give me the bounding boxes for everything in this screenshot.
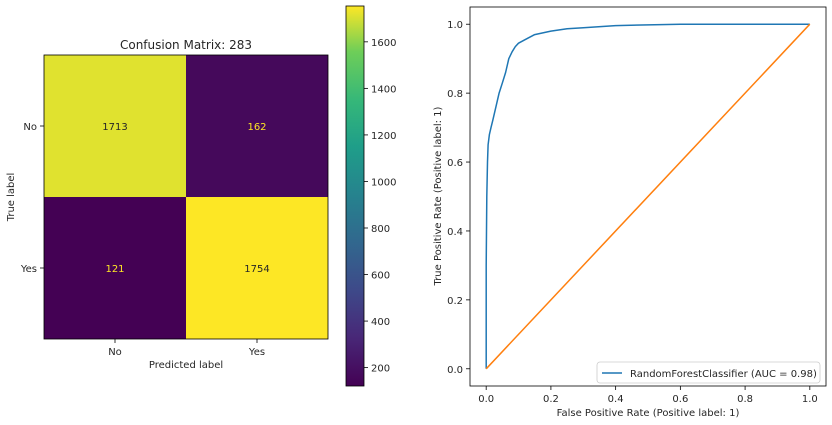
- roc-x-tick-label: 1.0: [802, 394, 818, 405]
- roc-panel: 0.0 0.2 0.4 0.6 0.8 1.0 0.0 0.2 0.4 0.6 0.8 1.0 Fal…: [433, 6, 827, 419]
- chance-line: [485, 23, 811, 370]
- cm-cell: [186, 197, 328, 339]
- roc-y-tick-label: 0.4: [447, 227, 463, 238]
- cm-cell-value: 121: [105, 264, 124, 275]
- roc-y-tick-label: 0.0: [447, 365, 463, 376]
- roc-y-tick-label: 0.6: [447, 158, 463, 169]
- colorbar-tick-label: 1000: [371, 177, 396, 188]
- roc-x-tick-label: 0.0: [478, 394, 494, 405]
- colorbar-tick-label: 600: [371, 271, 390, 282]
- colorbar-ticks: 200 400 600 800 1000 1200 1400 1600: [364, 38, 396, 375]
- roc-frame: [469, 6, 827, 387]
- cm-y-tick-label: Yes: [20, 264, 37, 275]
- cm-x-ticks: No Yes: [108, 339, 265, 358]
- colorbar: 200 400 600 800 1000 1200 1400 1600: [345, 5, 396, 387]
- cm-title: Confusion Matrix: 283: [120, 38, 252, 52]
- roc-ylabel: True Positive Rate (Positive label: 1): [433, 106, 444, 286]
- roc-curve-line: [485, 23, 810, 369]
- cm-cell-value: 162: [247, 122, 266, 133]
- roc-x-tick-label: 0.8: [737, 394, 753, 405]
- colorbar-tick-label: 400: [371, 317, 390, 328]
- roc-lines: [485, 23, 811, 370]
- roc-ticks: 0.0 0.2 0.4 0.6 0.8 1.0 0.0 0.2 0.4 0.6 0.8 1.0: [447, 20, 818, 405]
- roc-x-tick-label: 0.2: [543, 394, 559, 405]
- legend-label: RandomForestClassifier (AUC = 0.98): [630, 369, 817, 380]
- cm-cell-value: 1754: [244, 264, 269, 275]
- cm-xlabel: Predicted label: [149, 360, 223, 371]
- colorbar-tick-label: 200: [371, 364, 390, 375]
- confusion-matrix-panel: Confusion Matrix: 283 1713 162 121 1754 No Y…: [6, 38, 329, 371]
- cm-y-ticks: No Yes: [20, 122, 44, 275]
- roc-x-tick-label: 0.6: [672, 394, 688, 405]
- cm-cells: 1713 162 121 1754: [44, 55, 328, 339]
- cm-cell: [44, 55, 186, 197]
- roc-y-tick-label: 0.8: [447, 89, 463, 100]
- cm-cell: [44, 197, 186, 339]
- colorbar-gradient: [345, 5, 365, 387]
- roc-legend: RandomForestClassifier (AUC = 0.98): [596, 361, 821, 384]
- cm-frame: [43, 54, 329, 340]
- colorbar-tick-label: 1400: [371, 84, 396, 95]
- cm-cell: [186, 55, 328, 197]
- cm-x-tick-label: No: [108, 347, 122, 358]
- roc-x-tick-label: 0.4: [608, 394, 624, 405]
- colorbar-tick-label: 1200: [371, 131, 396, 142]
- roc-y-tick-label: 1.0: [447, 20, 463, 31]
- cm-ylabel: True label: [6, 173, 17, 223]
- cm-y-tick-label: No: [23, 122, 37, 133]
- legend-box: [596, 361, 821, 384]
- roc-xlabel: False Positive Rate (Positive label: 1): [557, 408, 740, 419]
- roc-y-tick-label: 0.2: [447, 296, 463, 307]
- cm-x-tick-label: Yes: [248, 347, 265, 358]
- colorbar-tick-label: 800: [371, 224, 390, 235]
- cm-cell-value: 1713: [102, 122, 127, 133]
- colorbar-tick-label: 1600: [371, 38, 396, 49]
